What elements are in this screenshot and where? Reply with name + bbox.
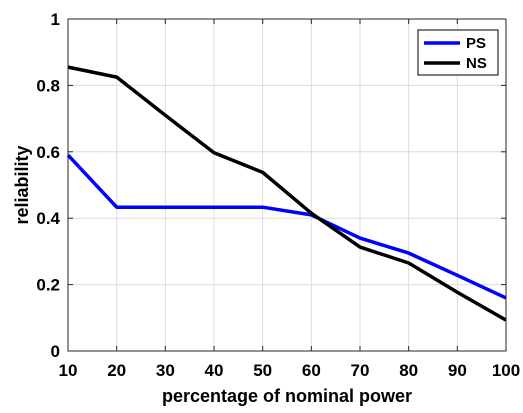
x-tick-label: 90 [448, 361, 467, 380]
y-tick-label: 0.2 [36, 276, 60, 295]
y-tick-label: 0.6 [36, 143, 60, 162]
axis-ticks: 10 20 30 40 50 60 70 80 90 100 0 0.2 0.4 0.6 0.8 1 [36, 10, 520, 380]
y-tick-label: 0.4 [36, 209, 60, 228]
x-tick-label: 60 [302, 361, 321, 380]
x-axis-label: percentage of nominal power [162, 386, 412, 406]
legend-box [417, 29, 499, 76]
y-tick-label: 0 [51, 342, 60, 361]
series-line-ps [66, 153, 507, 300]
plot-frame [67, 18, 507, 352]
x-tick-label: 80 [399, 361, 418, 380]
series-line-ns [67, 65, 507, 322]
x-tick-label: 30 [156, 361, 175, 380]
x-tick-label: 10 [59, 361, 78, 380]
series-lines [66, 65, 507, 322]
legend: PS NS [417, 29, 499, 76]
y-tick-label: 0.8 [36, 76, 60, 95]
x-tick-label: 100 [492, 361, 520, 380]
y-axis-label: reliability [12, 145, 32, 224]
x-tick-label: 40 [205, 361, 224, 380]
y-tick-label: 1 [51, 10, 60, 29]
x-tick-label: 20 [107, 361, 126, 380]
legend-label-ns: NS [466, 55, 487, 72]
x-tick-label: 50 [253, 361, 272, 380]
legend-label-ps: PS [466, 35, 486, 52]
x-tick-label: 70 [351, 361, 370, 380]
